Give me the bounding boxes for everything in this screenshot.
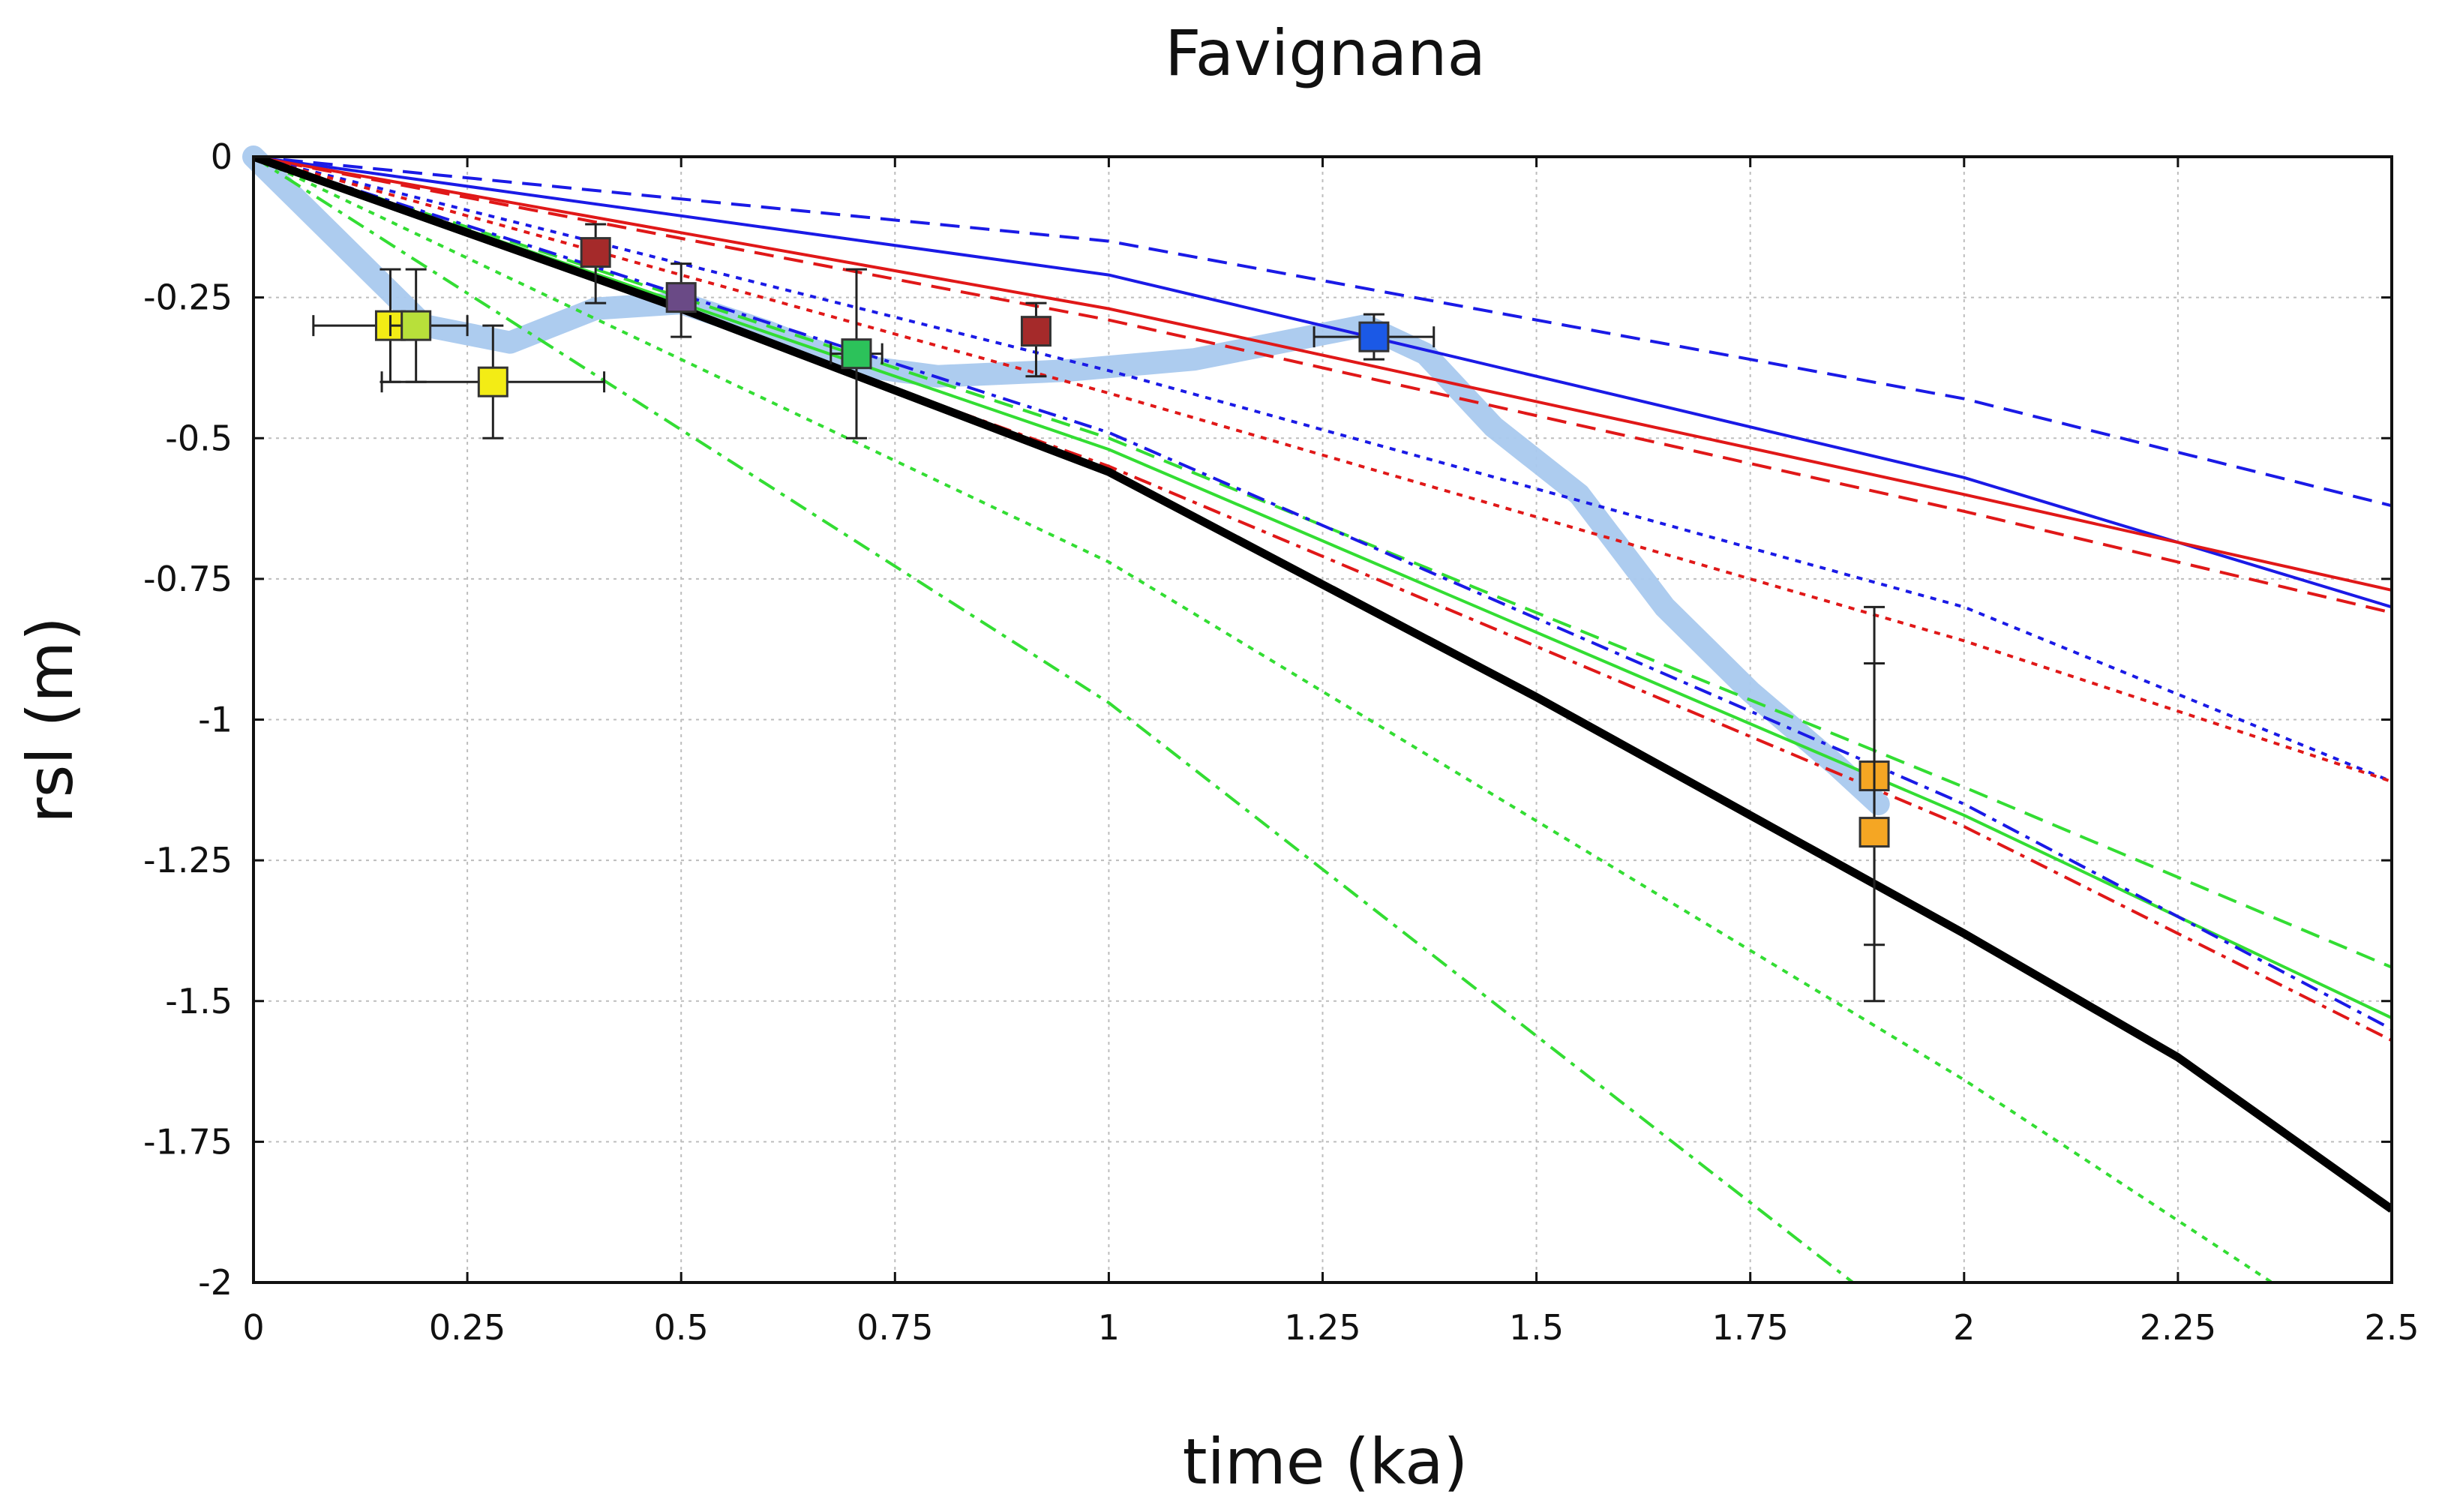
data-point-square [841, 338, 872, 370]
series-line-red-dashed [254, 157, 2392, 614]
x-tick-label: 1.25 [1284, 1307, 1360, 1348]
data-point-square [665, 282, 697, 314]
series-line-blue-dashed [254, 157, 2392, 508]
data-marker-7 [1020, 302, 1052, 378]
x-tick-label: 0.75 [856, 1307, 933, 1348]
y-tick-label: -1.5 [165, 981, 232, 1022]
series-line-red-dotted [254, 157, 2392, 783]
data-point-square [400, 310, 432, 341]
data-marker-5 [665, 262, 697, 338]
data-point-square [477, 366, 508, 398]
y-tick-label: -0.5 [165, 418, 232, 458]
data-marker-10 [1858, 662, 1890, 1003]
y-axis-ticks: 0 -0.25 -0.5 -0.75 -1 -1.25 -1.5 -1.75 -2 [143, 136, 2392, 1303]
y-tick-label: -2 [198, 1262, 232, 1303]
series-line-green-dotted-1 [254, 157, 2273, 1282]
x-tick-label: 2 [1953, 1307, 1975, 1348]
x-axis-ticks: 0 0.25 0.5 0.75 1 1.25 1.5 1.75 2 2.25 2.5 [242, 157, 2420, 1348]
y-axis-label: rsl (m) [14, 616, 87, 824]
x-tick-label: 1.5 [1509, 1307, 1564, 1348]
y-tick-label: -1 [198, 700, 232, 740]
x-tick-label: 0.5 [654, 1307, 709, 1348]
series-line-green-dashdot [254, 157, 1854, 1282]
data-marker-2 [388, 268, 469, 383]
x-tick-label: 0.25 [429, 1307, 506, 1348]
data-point-square [1858, 817, 1890, 848]
x-tick-label: 0 [242, 1307, 264, 1348]
y-tick-label: -0.25 [143, 278, 232, 318]
series-line-blue-dashdot [254, 157, 2392, 1031]
series-band-observations [242, 146, 1890, 816]
data-marker-3 [380, 324, 606, 440]
data-marker-8 [1312, 313, 1436, 361]
x-tick-label: 2.25 [2140, 1307, 2216, 1348]
data-point-square [580, 237, 611, 268]
chart-title: Favignana [1165, 16, 1486, 90]
marker-layer [312, 223, 1890, 1003]
data-point-square [1358, 321, 1390, 352]
x-tick-label: 1.75 [1712, 1307, 1788, 1348]
y-tick-label: -1.25 [143, 840, 232, 880]
series-line-red-solid [254, 157, 2392, 592]
y-tick-label: 0 [211, 136, 232, 177]
y-tick-label: -1.75 [143, 1121, 232, 1162]
series-layer [254, 157, 2392, 1282]
band-layer [242, 146, 1890, 816]
data-marker-6 [830, 268, 884, 440]
x-tick-label: 1 [1098, 1307, 1120, 1348]
data-marker-4 [580, 223, 611, 304]
x-tick-label: 2.5 [2364, 1307, 2419, 1348]
x-axis-label: time (ka) [1183, 1425, 1468, 1498]
data-point-square [1020, 316, 1052, 347]
y-tick-label: -0.75 [143, 559, 232, 599]
